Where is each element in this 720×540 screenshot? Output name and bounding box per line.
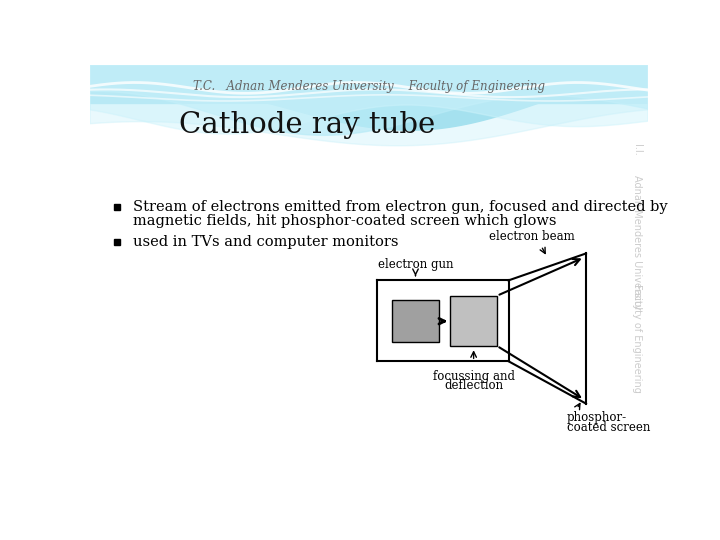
Text: Faculty of Engineering: Faculty of Engineering (632, 284, 642, 393)
Polygon shape (90, 65, 648, 136)
Text: used in TVs and computer monitors: used in TVs and computer monitors (132, 235, 398, 249)
Bar (451, 296, 497, 346)
Text: electron gun: electron gun (378, 258, 454, 271)
Polygon shape (90, 65, 648, 130)
Polygon shape (90, 65, 648, 146)
Polygon shape (90, 65, 648, 134)
Text: Cathode ray tube: Cathode ray tube (179, 111, 435, 139)
Text: Stream of electrons emitted from electron gun, focused and directed by: Stream of electrons emitted from electro… (132, 200, 667, 214)
Text: I.I.: I.I. (632, 144, 642, 156)
Text: Adnan Menderes University: Adnan Menderes University (632, 174, 642, 309)
Text: deflection: deflection (444, 379, 503, 392)
Text: focussing and: focussing and (433, 370, 515, 383)
Text: coated screen: coated screen (567, 421, 650, 434)
Text: phosphor-: phosphor- (567, 411, 626, 424)
Bar (90, 65, 648, 103)
Bar (392, 300, 438, 342)
Text: magnetic fields, hit phosphor-coated screen which glows: magnetic fields, hit phosphor-coated scr… (132, 214, 556, 228)
Text: electron beam: electron beam (489, 231, 575, 244)
Text: T.C.   Adnan Menderes University    Faculty of Engineering: T.C. Adnan Menderes University Faculty o… (193, 80, 545, 93)
